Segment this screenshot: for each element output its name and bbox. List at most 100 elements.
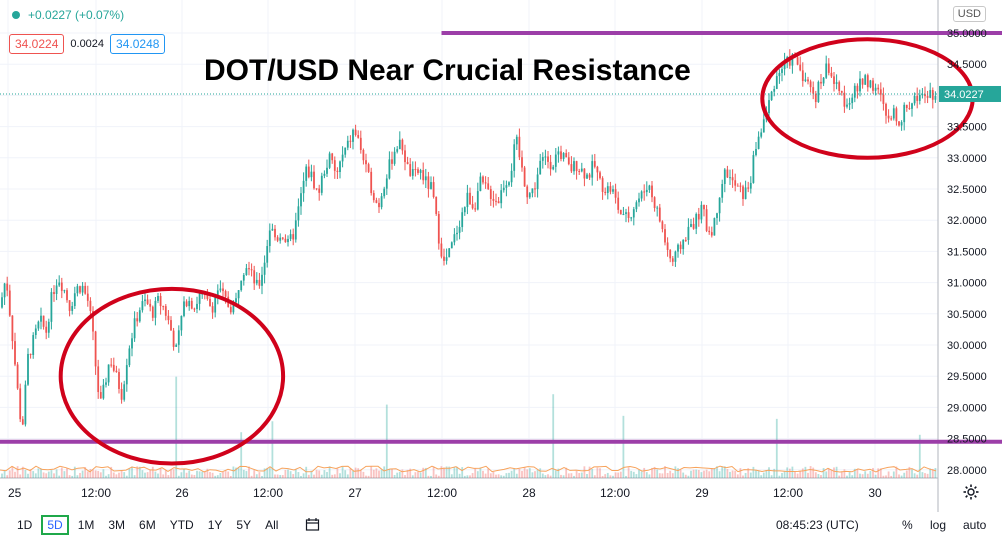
candle-body xyxy=(232,302,235,313)
candle-body xyxy=(359,137,362,150)
volume-bar xyxy=(573,475,575,478)
volume-bar xyxy=(89,468,92,478)
volume-bar xyxy=(131,466,133,478)
volume-bar xyxy=(934,468,937,478)
candle-body xyxy=(866,75,869,88)
timeframe-1d[interactable]: 1D xyxy=(17,518,33,532)
price-chart[interactable]: 35.000034.500034.000033.500033.000032.50… xyxy=(0,0,1002,512)
volume-bar xyxy=(1,473,3,478)
volume-bar xyxy=(518,468,521,478)
volume-bar xyxy=(14,471,16,478)
price-tick-label: 35.0000 xyxy=(947,28,987,40)
volume-bar xyxy=(456,466,458,478)
candle-body xyxy=(188,300,191,307)
timeframe-5d[interactable]: 5D xyxy=(41,515,69,535)
time-tick-label: 12:00 xyxy=(600,486,630,500)
candle-body xyxy=(505,185,508,188)
candle-body xyxy=(882,94,885,104)
timeframe-5y[interactable]: 5Y xyxy=(236,518,252,532)
price-tick-label: 31.0000 xyxy=(947,278,987,290)
currency-label[interactable]: USD xyxy=(952,6,986,22)
timeframe-all[interactable]: All xyxy=(265,518,279,532)
ask-button[interactable]: 34.0248 xyxy=(110,34,166,54)
volume-bar xyxy=(547,474,549,478)
candle-body xyxy=(307,166,310,178)
volume-bar xyxy=(586,473,588,478)
volume-bar xyxy=(393,474,396,478)
timeframe-1y[interactable]: 1Y xyxy=(207,518,223,532)
percent-toggle[interactable]: % xyxy=(902,518,913,532)
volume-bar xyxy=(229,475,232,478)
candle-body xyxy=(287,238,289,243)
candle-body xyxy=(398,139,401,150)
volume-bar xyxy=(461,467,464,478)
log-toggle[interactable]: log xyxy=(930,518,947,532)
candle-body xyxy=(632,209,635,218)
volume-bar xyxy=(687,475,690,478)
volume-bar xyxy=(578,473,581,478)
volume-bar xyxy=(445,466,448,478)
volume-bar xyxy=(622,415,625,478)
candle-body xyxy=(383,188,386,197)
volume-bar xyxy=(544,475,547,478)
volume-bar xyxy=(307,474,310,478)
bid-button[interactable]: 34.0224 xyxy=(9,34,65,54)
candle-body xyxy=(331,153,334,161)
volume-bar xyxy=(164,470,167,478)
volume-bar xyxy=(817,474,820,478)
volume-bar xyxy=(63,471,66,478)
timeframe-ytd[interactable]: YTD xyxy=(169,518,194,532)
candle-body xyxy=(739,185,742,187)
candle-body xyxy=(612,189,614,192)
volume-bar xyxy=(79,472,81,478)
timeframe-1m[interactable]: 1M xyxy=(77,518,95,532)
candle-body xyxy=(76,286,79,294)
candle-body xyxy=(651,185,653,198)
candle-body xyxy=(775,76,778,89)
spread-value: 0.0024 xyxy=(70,38,105,50)
volume-bar xyxy=(794,471,796,478)
candle-body xyxy=(27,353,29,385)
volume-average-line xyxy=(0,465,937,473)
candle-body xyxy=(284,238,287,243)
candle-body xyxy=(892,108,895,119)
candle-body xyxy=(16,364,19,389)
candle-body xyxy=(877,87,880,90)
volume-bar xyxy=(812,467,815,478)
settings-gear-icon[interactable] xyxy=(962,483,980,501)
candle-body xyxy=(895,108,898,122)
candle-body xyxy=(924,94,926,97)
candle-body xyxy=(833,76,835,84)
candle-body xyxy=(638,198,640,203)
volume-bar xyxy=(734,470,737,478)
candle-body xyxy=(710,232,713,236)
volume-bar xyxy=(521,470,523,478)
volume-bar xyxy=(617,472,620,478)
candle-body xyxy=(515,136,518,145)
volume-bar xyxy=(762,472,765,478)
volume-bar xyxy=(656,469,659,478)
volume-bar xyxy=(136,466,139,478)
timeframe-6m[interactable]: 6M xyxy=(139,518,156,532)
candle-body xyxy=(500,190,503,204)
volume-bar xyxy=(157,473,159,478)
timeframe-3m[interactable]: 3M xyxy=(108,518,126,532)
utc-clock[interactable]: 08:45:23 (UTC) xyxy=(776,518,859,532)
candle-body xyxy=(687,226,690,240)
candle-body xyxy=(349,140,352,142)
candle-body xyxy=(380,196,383,208)
candle-body xyxy=(315,188,318,190)
candle-body xyxy=(154,300,157,318)
candle-body xyxy=(903,104,906,123)
volume-bar xyxy=(632,471,635,478)
volume-bar xyxy=(596,467,599,478)
auto-toggle[interactable]: auto xyxy=(963,518,987,532)
volume-bar xyxy=(427,475,430,478)
volume-bar xyxy=(905,470,908,478)
candle-body xyxy=(297,206,300,221)
volume-bar xyxy=(24,469,27,478)
candle-body xyxy=(183,301,185,316)
candle-body xyxy=(245,268,248,275)
candle-body xyxy=(372,193,375,201)
compare-range-icon[interactable] xyxy=(305,518,321,532)
